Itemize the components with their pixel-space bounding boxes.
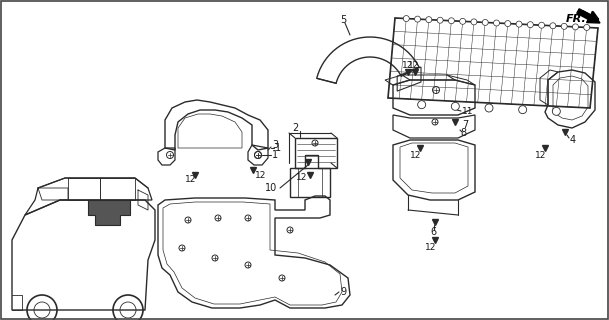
Text: 12: 12 (255, 171, 266, 180)
Circle shape (550, 23, 556, 29)
Text: 12: 12 (410, 150, 421, 159)
Circle shape (415, 16, 421, 22)
Circle shape (538, 22, 544, 28)
Circle shape (437, 17, 443, 23)
Circle shape (403, 16, 409, 21)
Circle shape (527, 22, 533, 28)
Text: FR.: FR. (566, 14, 586, 24)
Text: 12: 12 (402, 60, 414, 69)
Text: 12: 12 (425, 244, 437, 252)
Text: 3: 3 (272, 140, 278, 150)
Text: 5: 5 (340, 15, 347, 25)
Circle shape (471, 19, 477, 25)
Circle shape (519, 106, 527, 114)
Text: 12: 12 (185, 175, 196, 185)
Text: 1: 1 (275, 143, 281, 153)
Circle shape (572, 24, 579, 30)
Circle shape (505, 20, 511, 27)
Text: 2: 2 (292, 123, 298, 133)
Circle shape (485, 104, 493, 112)
Text: 9: 9 (340, 287, 346, 297)
Polygon shape (88, 200, 130, 225)
Circle shape (552, 107, 560, 115)
Text: 8: 8 (460, 128, 466, 138)
Circle shape (451, 102, 459, 110)
Text: 11: 11 (462, 108, 474, 116)
Text: 10: 10 (265, 183, 277, 193)
Circle shape (516, 21, 522, 27)
Text: 12: 12 (408, 60, 420, 69)
Circle shape (460, 18, 466, 24)
Text: 4: 4 (570, 135, 576, 145)
Circle shape (583, 24, 590, 30)
Text: 1: 1 (272, 150, 278, 160)
FancyArrow shape (577, 9, 600, 23)
Text: 12: 12 (535, 150, 546, 159)
Circle shape (561, 23, 567, 29)
Text: 7: 7 (462, 120, 468, 130)
Text: 6: 6 (430, 227, 436, 237)
Circle shape (493, 20, 499, 26)
Text: 12: 12 (296, 173, 308, 182)
Circle shape (418, 101, 426, 109)
Circle shape (448, 18, 454, 24)
Circle shape (426, 17, 432, 23)
Circle shape (482, 20, 488, 26)
